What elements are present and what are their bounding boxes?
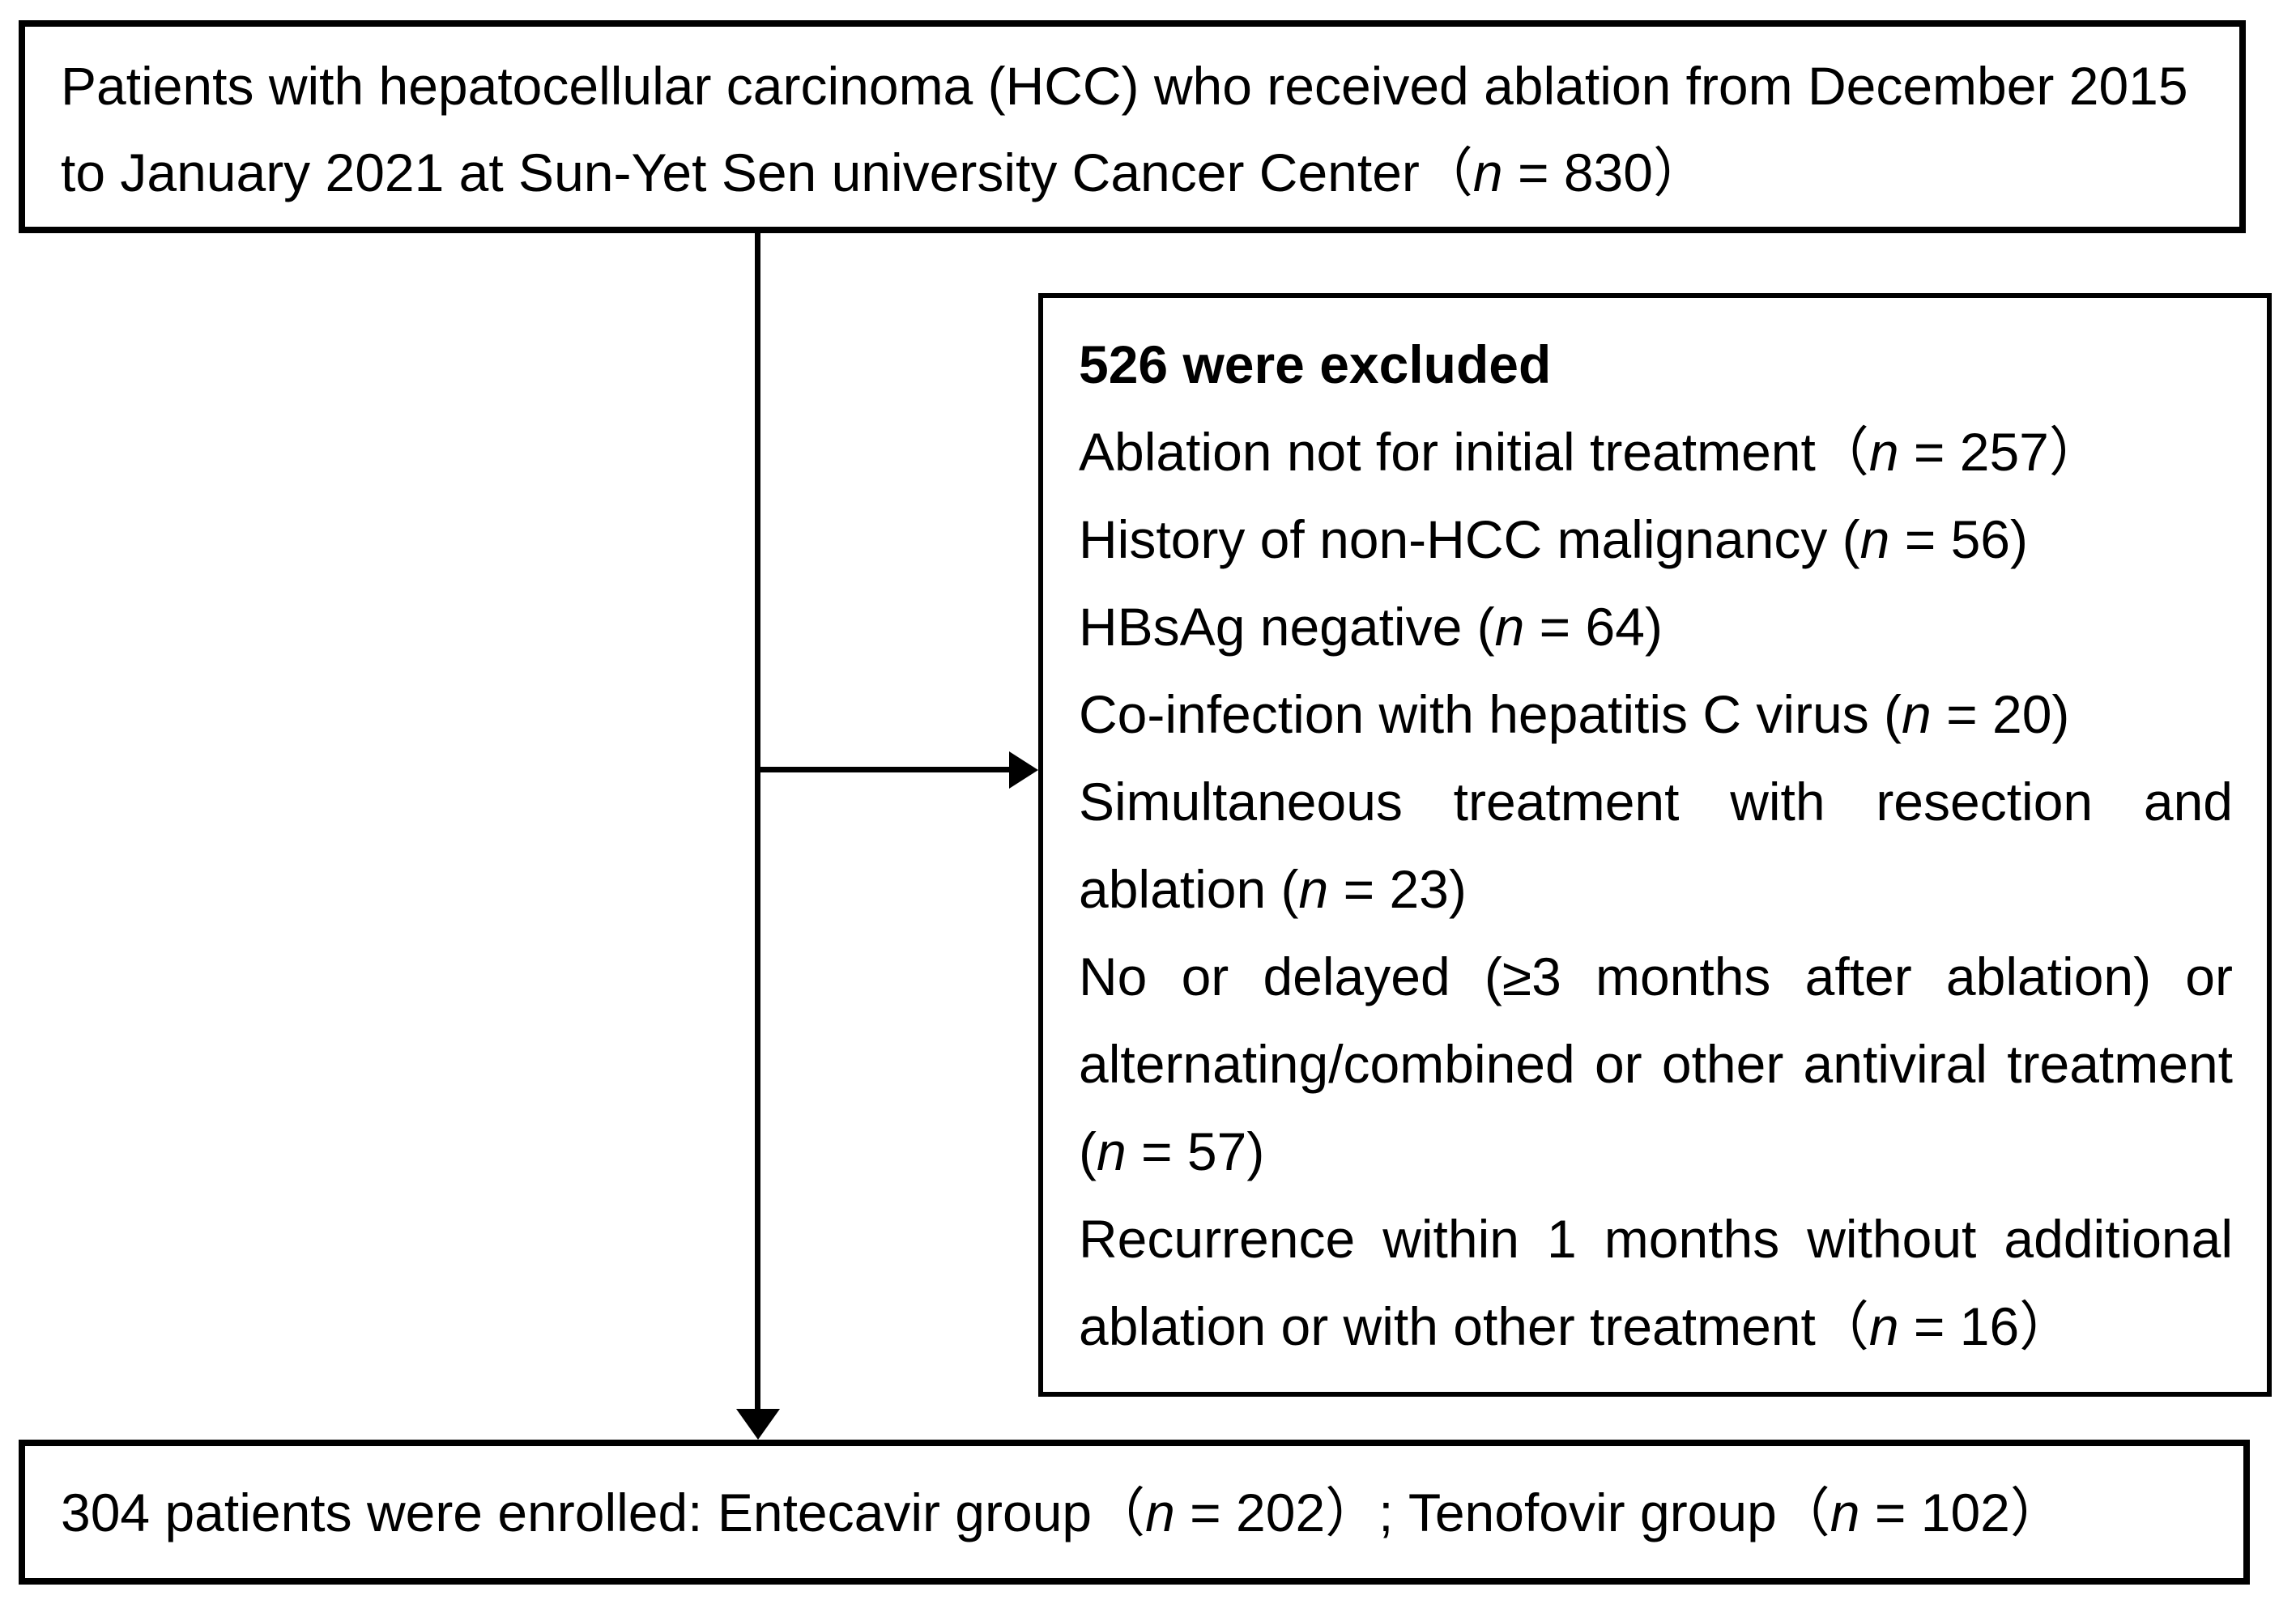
italic-n: n <box>1472 143 1503 202</box>
italic-n: n <box>1868 1296 1899 1356</box>
exclusion-item-hbsag-negative: HBsAg negative (n = 64) <box>1079 597 1663 657</box>
arrow-right-icon <box>1009 751 1038 789</box>
enrolled-patients-box: 304 patients were enrolled: Entecavir gr… <box>19 1440 2250 1585</box>
italic-n: n <box>1902 684 1932 744</box>
arrow-down-icon <box>736 1409 780 1440</box>
italic-n: n <box>1859 509 1890 569</box>
exclusion-box: 526 were excluded Ablation not for initi… <box>1038 293 2272 1397</box>
italic-n: n <box>1830 1482 1860 1542</box>
enrolled-patients-text: 304 patients were enrolled: Entecavir gr… <box>61 1482 2064 1542</box>
exclusion-item-non-hcc-malignancy: History of non-HCC malignancy (n = 56) <box>1079 509 2028 569</box>
italic-n: n <box>1298 859 1329 919</box>
italic-n: n <box>1096 1121 1127 1181</box>
italic-n: n <box>1494 597 1525 657</box>
exclusion-heading: 526 were excluded <box>1079 334 1552 394</box>
italic-n: n <box>1868 422 1899 482</box>
source-population-line1: Patients with hepatocellular carcinoma (… <box>61 56 2188 116</box>
flow-line-right <box>757 767 1011 772</box>
exclusion-item-hcv-coinfection: Co-infection with hepatitis C virus (n =… <box>1079 684 2070 744</box>
exclusion-item-recurrence: Recurrence within 1 months without addit… <box>1079 1209 2233 1356</box>
exclusion-item-antiviral-treatment: No or delayed (≥3 months after ablation)… <box>1079 947 2233 1181</box>
source-population-box: Patients with hepatocellular carcinoma (… <box>19 20 2246 233</box>
italic-n: n <box>1145 1482 1175 1542</box>
exclusion-item-ablation-not-initial: Ablation not for initial treatment（n = 2… <box>1079 422 2102 482</box>
flow-line-down <box>755 233 760 1413</box>
exclusion-item-simultaneous-resection: Simultaneous treatment with resection an… <box>1079 772 2233 919</box>
source-population-line2: to January 2021 at Sun-Yet Sen universit… <box>61 143 1706 202</box>
